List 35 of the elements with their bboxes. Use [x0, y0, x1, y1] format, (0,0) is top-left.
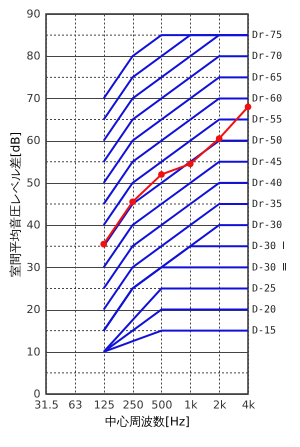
- x-tick-label: 63: [68, 398, 82, 412]
- x-tick-label: 31.5: [34, 398, 59, 412]
- series-label: D-25: [252, 283, 276, 294]
- series-label: D-15: [252, 326, 276, 337]
- x-tick-label: 1k: [184, 398, 198, 412]
- y-tick-label: 90: [26, 8, 40, 20]
- series-label: D-30 Ⅱ: [252, 262, 288, 274]
- x-tick-label: 125: [94, 398, 115, 412]
- y-tick-label: 40: [26, 218, 40, 232]
- y-tick-label: 0: [34, 388, 40, 400]
- x-tick-label: 2k: [212, 398, 227, 412]
- series-label: Dr-55: [252, 114, 282, 126]
- y-tick-label: 30: [26, 260, 40, 274]
- series-label: Dr-50: [252, 136, 282, 147]
- series-label: Dr-75: [252, 30, 282, 42]
- series-label: D-20: [252, 304, 276, 316]
- series-label: Dr-60: [252, 93, 282, 104]
- y-tick-label: 60: [26, 134, 40, 148]
- series-label: Dr-30: [252, 220, 282, 232]
- series-label: Dr-70: [252, 51, 282, 62]
- x-tick-label: 500: [151, 398, 172, 412]
- y-tick-label: 80: [26, 50, 40, 63]
- series-label: Dr-45: [252, 156, 282, 168]
- y-tick-label: 50: [26, 176, 40, 190]
- x-tick-label: 250: [122, 398, 144, 412]
- y-tick-label: 10: [26, 345, 40, 358]
- x-tick-label: 4k: [242, 398, 256, 412]
- series-label: Dr-35: [252, 199, 282, 210]
- series-label: D-30 Ⅰ: [252, 241, 286, 252]
- series-label: Dr-65: [252, 72, 282, 84]
- y-tick-label: 70: [26, 92, 40, 105]
- y-axis-title: 室間平均音圧レベル差[dB]: [8, 132, 23, 278]
- y-tick-label: 20: [26, 303, 40, 316]
- series-label: Dr-40: [252, 178, 282, 189]
- x-axis-title: 中心周波数[Hz]: [105, 414, 190, 428]
